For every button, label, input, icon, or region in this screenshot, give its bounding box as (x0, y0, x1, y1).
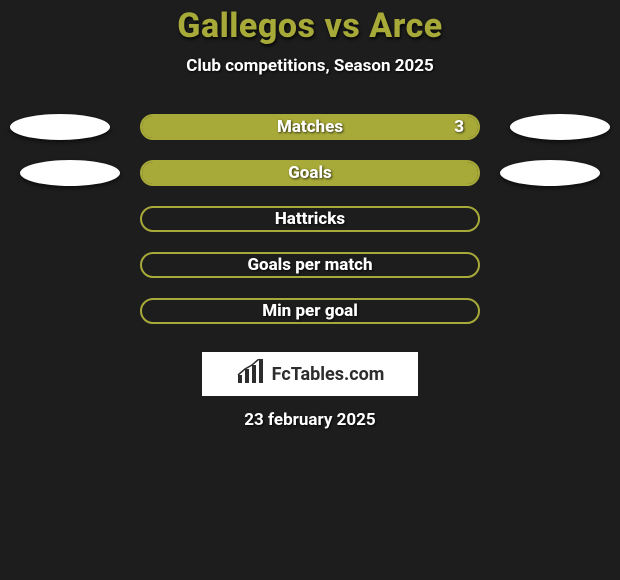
comparison-subtitle: Club competitions, Season 2025 (0, 56, 620, 76)
stat-bar: Matches 3 (140, 114, 480, 140)
stat-label: Min per goal (262, 301, 358, 321)
left-ellipse (20, 160, 120, 186)
footer-date: 23 february 2025 (0, 410, 620, 430)
stat-label: Matches (277, 117, 343, 137)
left-ellipse (10, 114, 110, 140)
comparison-title: Gallegos vs Arce (0, 0, 620, 46)
right-ellipse (500, 160, 600, 186)
logo-text: FcTables.com (272, 364, 385, 385)
stat-bar: Min per goal (140, 298, 480, 324)
stat-bar: Goals per match (140, 252, 480, 278)
site-logo: FcTables.com (202, 352, 418, 396)
stat-row: Hattricks (0, 196, 620, 242)
stat-row: Goals (0, 150, 620, 196)
stat-bar: Hattricks (140, 206, 480, 232)
stat-label: Goals per match (247, 255, 372, 275)
stat-row: Min per goal (0, 288, 620, 334)
stat-row: Goals per match (0, 242, 620, 288)
stat-label: Goals (288, 163, 332, 183)
stat-row: Matches 3 (0, 104, 620, 150)
stat-label: Hattricks (275, 209, 345, 229)
stat-value: 3 (454, 117, 464, 137)
stat-rows: Matches 3 Goals Hattricks Goals per match Min… (0, 104, 620, 334)
right-ellipse (510, 114, 610, 140)
bar-chart-icon (236, 359, 266, 389)
stat-bar: Goals (140, 160, 480, 186)
